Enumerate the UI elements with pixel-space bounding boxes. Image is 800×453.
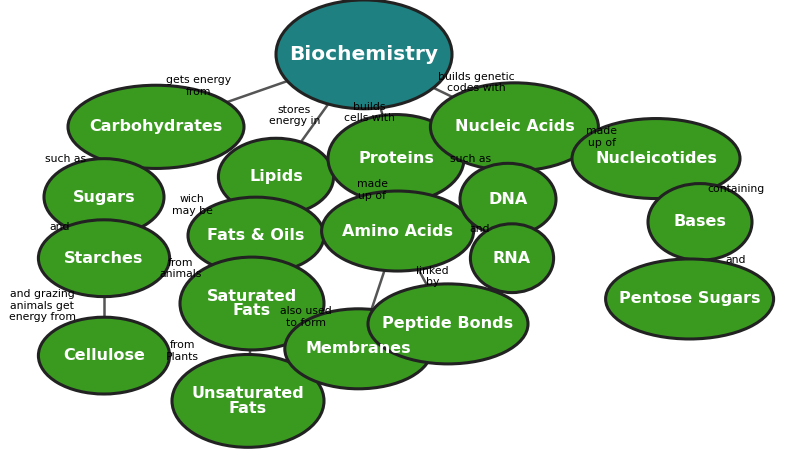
Text: Sugars: Sugars xyxy=(73,189,135,205)
Ellipse shape xyxy=(430,83,598,171)
Ellipse shape xyxy=(368,284,528,364)
Ellipse shape xyxy=(44,159,164,236)
Ellipse shape xyxy=(322,191,474,271)
Text: and: and xyxy=(50,222,70,231)
Text: Saturated
Fats: Saturated Fats xyxy=(207,289,297,318)
Text: containing: containing xyxy=(707,184,765,194)
Text: made
up of: made up of xyxy=(586,126,617,148)
Text: Cellulose: Cellulose xyxy=(63,348,145,363)
Ellipse shape xyxy=(276,0,452,109)
Ellipse shape xyxy=(188,197,324,274)
Text: DNA: DNA xyxy=(488,192,528,207)
Ellipse shape xyxy=(470,224,554,293)
Text: Peptide Bonds: Peptide Bonds xyxy=(382,316,514,332)
Text: also used
to form: also used to form xyxy=(280,306,331,328)
Text: Biochemistry: Biochemistry xyxy=(290,45,438,64)
Text: gets energy
from: gets energy from xyxy=(166,75,231,97)
Text: from
Plants: from Plants xyxy=(166,340,199,362)
Ellipse shape xyxy=(38,220,170,297)
Text: Nucleic Acids: Nucleic Acids xyxy=(454,119,574,135)
Ellipse shape xyxy=(218,138,334,215)
Text: Fats & Oils: Fats & Oils xyxy=(207,228,305,243)
Text: Proteins: Proteins xyxy=(358,151,434,166)
Text: builds genetic
codes with: builds genetic codes with xyxy=(438,72,515,93)
Text: Carbohydrates: Carbohydrates xyxy=(90,119,222,135)
Text: and grazing
animals get
energy from: and grazing animals get energy from xyxy=(9,289,76,323)
Text: Membranes: Membranes xyxy=(306,341,411,357)
Ellipse shape xyxy=(180,257,324,350)
Ellipse shape xyxy=(328,115,464,202)
Ellipse shape xyxy=(648,183,752,260)
Text: and: and xyxy=(470,224,490,234)
Text: made
up of: made up of xyxy=(357,179,387,201)
Ellipse shape xyxy=(606,259,774,339)
Text: linked
by: linked by xyxy=(417,265,449,287)
Text: Amino Acids: Amino Acids xyxy=(342,223,453,239)
Text: Pentose Sugars: Pentose Sugars xyxy=(619,291,760,307)
Text: wich
may be: wich may be xyxy=(171,194,213,216)
Text: stores
energy in: stores energy in xyxy=(269,105,320,126)
Text: and: and xyxy=(726,255,746,265)
Ellipse shape xyxy=(285,309,432,389)
Ellipse shape xyxy=(68,85,244,169)
Text: Bases: Bases xyxy=(674,214,726,230)
Text: Starches: Starches xyxy=(64,251,144,266)
Text: builds
cells with: builds cells with xyxy=(344,101,395,123)
Text: Nucleicotides: Nucleicotides xyxy=(595,151,717,166)
Text: such as: such as xyxy=(450,154,491,164)
Text: such as: such as xyxy=(45,154,86,164)
Text: Unsaturated
Fats: Unsaturated Fats xyxy=(192,386,304,415)
Text: Lipids: Lipids xyxy=(249,169,303,184)
Text: from
animals: from animals xyxy=(160,258,202,280)
Ellipse shape xyxy=(572,119,740,198)
Text: RNA: RNA xyxy=(493,251,531,266)
Ellipse shape xyxy=(172,355,324,447)
Ellipse shape xyxy=(38,317,170,394)
Ellipse shape xyxy=(460,164,556,235)
